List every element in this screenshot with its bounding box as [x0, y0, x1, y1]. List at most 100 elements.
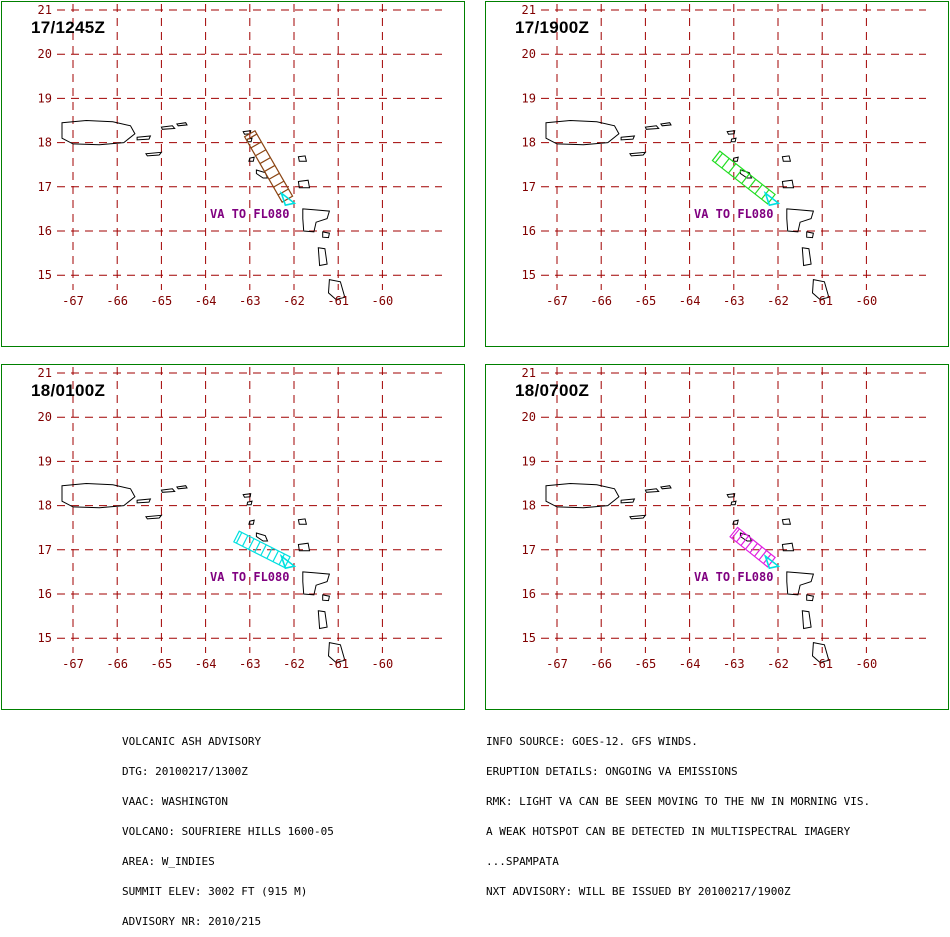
- island-outline: [61, 482, 136, 509]
- advisory-line: DTG: 20100217/1300Z: [122, 765, 248, 778]
- volcano-marker-icon: [763, 553, 781, 570]
- latitude-tick-label: 15: [522, 631, 536, 645]
- ash-hatch-line: [747, 178, 757, 190]
- va-altitude-label: VA TO FL080: [694, 207, 773, 221]
- island-outline: [327, 641, 346, 664]
- ash-hatch-line: [744, 539, 754, 550]
- island-outline: [801, 247, 812, 267]
- island-outline: [136, 135, 152, 141]
- island-outline: [327, 278, 346, 301]
- island-outline: [620, 135, 636, 141]
- island-outline: [322, 594, 330, 602]
- longitude-tick-label: -63: [723, 294, 745, 308]
- latitude-tick-label: 18: [38, 499, 52, 513]
- advisory-line: RMK: LIGHT VA CAN BE SEEN MOVING TO THE …: [486, 795, 871, 808]
- latitude-tick-label: 15: [38, 631, 52, 645]
- island-outline: [726, 493, 736, 498]
- ash-hatch-line: [255, 149, 267, 157]
- coastline-group: [61, 119, 346, 301]
- latitude-tick-label: 21: [522, 3, 536, 17]
- longitude-tick-label: -60: [372, 657, 394, 671]
- ash-hatch-line: [735, 532, 745, 543]
- longitude-tick-label: -62: [767, 294, 789, 308]
- island-outline: [145, 151, 163, 157]
- ash-hatch-line: [734, 168, 743, 179]
- panel-time-label: 18/0100Z: [31, 381, 106, 400]
- grid-lines: [541, 4, 926, 290]
- latitude-tick-label: 18: [522, 136, 536, 150]
- ash-cloud: [729, 526, 776, 568]
- longitude-tick-label: -63: [239, 294, 261, 308]
- map-panel-1: VA TO FL080 -67 -66 -65 -64 -63 -62 -61 -60 15 16 1…: [1, 1, 465, 347]
- ash-hatch-line: [749, 542, 758, 554]
- island-outline: [160, 488, 176, 493]
- island-outline: [302, 571, 331, 596]
- longitude-tick-label: -61: [327, 657, 349, 671]
- longitude-tick-label: -64: [195, 294, 217, 308]
- longitude-tick-label: -67: [62, 294, 84, 308]
- longitude-tick-label: -62: [283, 294, 305, 308]
- map-panel-3: VA TO FL080 -67 -66 -65 -64 -63 -62 -61 -60 15 16 1…: [1, 364, 465, 710]
- grid-lines: [541, 367, 926, 653]
- island-outline: [255, 169, 269, 179]
- coastline-group: [545, 482, 830, 664]
- longitude-tick-label: -62: [283, 657, 305, 671]
- island-outline: [297, 542, 311, 552]
- longitude-tick-label: -66: [590, 294, 612, 308]
- island-outline: [660, 485, 672, 490]
- map-canvas: VA TO FL080 -67 -66 -65 -64 -63 -62 -61 -60 15 16 1…: [38, 366, 442, 671]
- ash-hatch-line: [741, 173, 750, 184]
- ash-cloud-outline: [729, 526, 776, 568]
- island-outline: [242, 493, 252, 498]
- ash-cloud-outline: [711, 150, 776, 205]
- longitude-tick-label: -66: [106, 657, 128, 671]
- ash-hatch-line: [721, 158, 730, 169]
- advisory-line: VOLCANIC ASH ADVISORY: [122, 735, 262, 748]
- coastline-group: [545, 119, 830, 301]
- longitude-tick-label: -61: [811, 657, 833, 671]
- island-outline: [248, 156, 255, 162]
- latitude-tick-label: 21: [38, 3, 52, 17]
- panel-time-label: 18/0700Z: [515, 381, 590, 400]
- map-canvas: VA TO FL080 -67 -66 -65 -64 -63 -62 -61 -60 15 16 1…: [522, 3, 926, 308]
- ash-hatch-line: [740, 535, 749, 546]
- advisory-line: VAAC: WASHINGTON: [122, 795, 228, 808]
- longitude-tick-label: -64: [195, 657, 217, 671]
- coastline-group: [61, 482, 346, 664]
- panel-time-label: 17/1900Z: [515, 18, 590, 37]
- ash-hatch-line: [731, 528, 740, 539]
- island-outline: [176, 122, 188, 127]
- longitude-tick-label: -67: [546, 657, 568, 671]
- ash-hatch-line: [277, 188, 289, 196]
- longitude-tick-label: -63: [723, 657, 745, 671]
- longitude-tick-label: -65: [635, 657, 657, 671]
- ash-hatch-line: [260, 544, 267, 556]
- island-outline: [644, 488, 660, 493]
- island-outline: [730, 500, 737, 506]
- latitude-tick-label: 16: [522, 224, 536, 238]
- map-canvas: VA TO FL080 -67 -66 -65 -64 -63 -62 -61 -60 15 16 1…: [38, 3, 442, 308]
- longitude-tick-label: -62: [767, 657, 789, 671]
- island-outline: [145, 514, 163, 520]
- longitude-tick-label: -65: [151, 294, 173, 308]
- longitude-tick-label: -64: [679, 294, 701, 308]
- latitude-tick-label: 21: [38, 366, 52, 380]
- island-outline: [732, 156, 739, 162]
- ash-hatch-line: [754, 546, 763, 557]
- advisory-line: ADVISORY NR: 2010/215: [122, 915, 262, 928]
- island-outline: [176, 485, 188, 490]
- va-altitude-label: VA TO FL080: [694, 570, 773, 584]
- island-outline: [786, 208, 815, 233]
- longitude-tick-label: -67: [62, 657, 84, 671]
- longitude-tick-label: -61: [811, 294, 833, 308]
- latitude-tick-label: 20: [38, 410, 52, 424]
- ash-hatch-line: [264, 164, 276, 172]
- advisory-line: INFO SOURCE: GOES-12. GFS WINDS.: [486, 735, 698, 748]
- advisory-line: SUMMIT ELEV: 3002 FT (915 M): [122, 885, 308, 898]
- advisory-line: VOLCANO: SOUFRIERE HILLS 1600-05: [122, 825, 334, 838]
- advisory-header-text: VOLCANIC ASH ADVISORY DTG: 20100217/1300…: [122, 717, 334, 937]
- island-outline: [739, 169, 753, 179]
- island-outline: [317, 610, 328, 630]
- longitude-tick-label: -67: [546, 294, 568, 308]
- longitude-tick-label: -60: [856, 294, 878, 308]
